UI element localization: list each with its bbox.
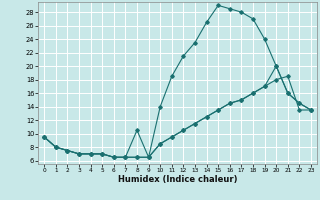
X-axis label: Humidex (Indice chaleur): Humidex (Indice chaleur)	[118, 175, 237, 184]
